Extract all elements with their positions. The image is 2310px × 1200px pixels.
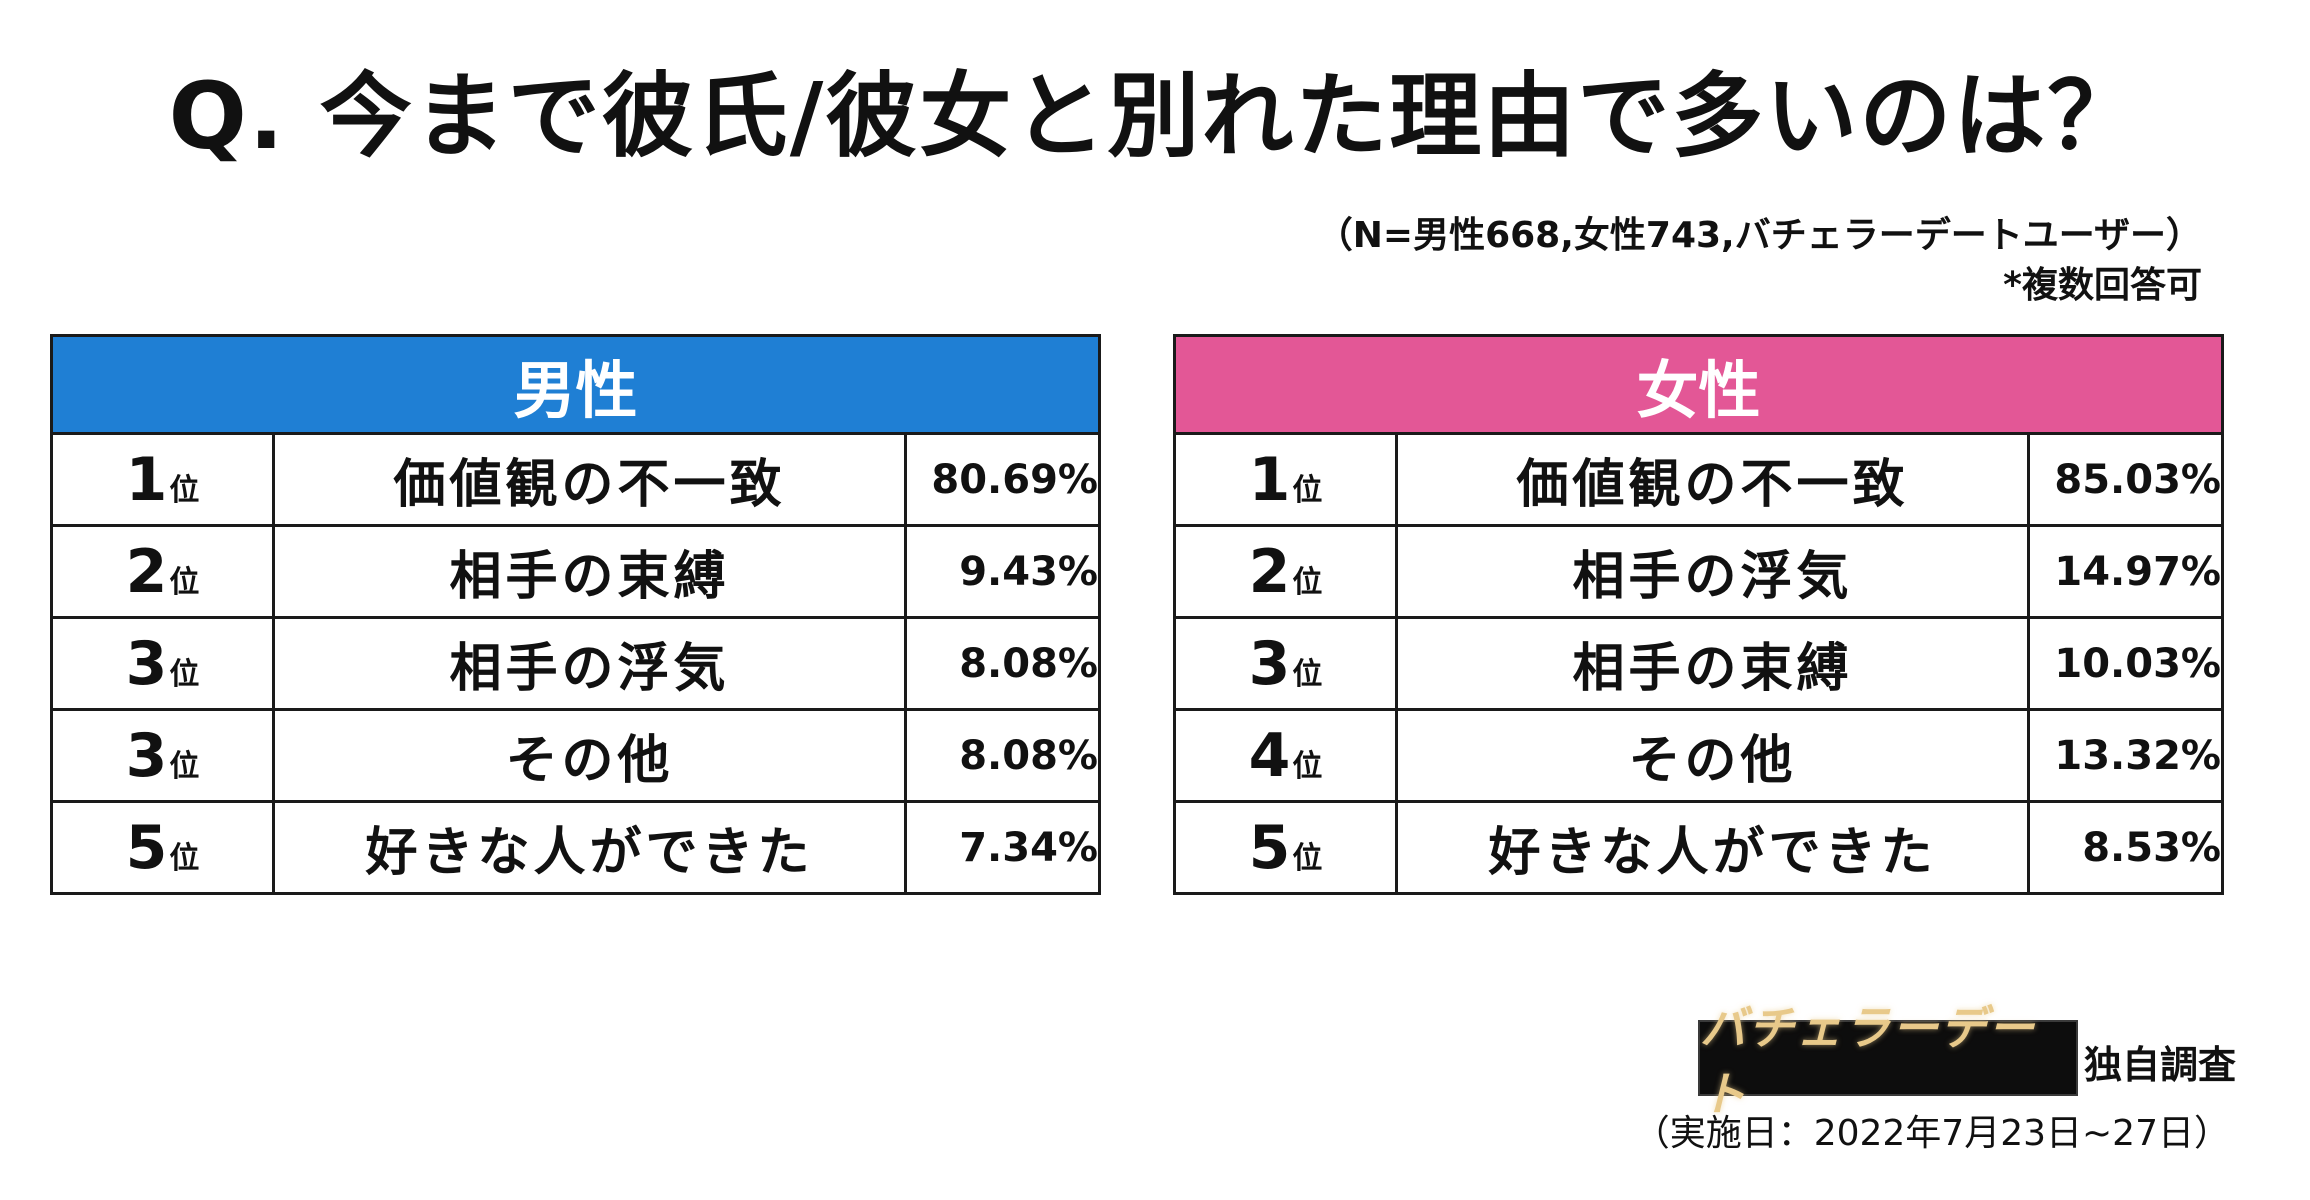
rank-cell: 3位: [1173, 616, 1398, 711]
rank-suffix: 位: [1292, 564, 1323, 600]
rank-suffix: 位: [169, 472, 200, 508]
reason-cell: その他: [1395, 708, 2030, 803]
reason-cell: 相手の浮気: [1395, 524, 2030, 619]
reason-cell: 価値観の不一致: [272, 432, 907, 527]
page-title: Q. 今まで彼氏/彼女と別れた理由で多いのは？: [168, 63, 2142, 170]
rank-suffix: 位: [169, 564, 200, 600]
rank-number: 1: [125, 444, 168, 515]
percent-cell: 14.97%: [2027, 524, 2224, 619]
rank-suffix: 位: [1292, 840, 1323, 876]
reason-cell: 相手の束縛: [1395, 616, 2030, 711]
reason-cell: 好きな人ができた: [272, 800, 907, 895]
table-row: 2位 相手の浮気 14.97%: [1173, 524, 2224, 619]
table-row: 3位 相手の束縛 10.03%: [1173, 616, 2224, 711]
percent-cell: 7.34%: [904, 800, 1101, 895]
rank-suffix: 位: [169, 656, 200, 692]
male-table-body: 1位 価値観の不一致 80.69% 2位 相手の束縛 9.43% 3位 相手の浮気 8.08% 3…: [50, 432, 1101, 895]
rank-suffix: 位: [1292, 472, 1323, 508]
rank-cell: 2位: [50, 524, 275, 619]
percent-cell: 85.03%: [2027, 432, 2224, 527]
multi-answer-note: *複数回答可: [2003, 265, 2202, 306]
brand-logo-text: バチェラーデート: [1700, 1001, 2036, 1121]
rank-number: 3: [1248, 628, 1291, 699]
female-ranking-table: 女性 1位 価値観の不一致 85.03% 2位 相手の浮気 14.97% 3位 相手の束縛 10…: [1173, 334, 2224, 895]
percent-cell: 8.53%: [2027, 800, 2224, 895]
rank-cell: 2位: [1173, 524, 1398, 619]
table-row: 4位 その他 13.32%: [1173, 708, 2224, 803]
rank-cell: 4位: [1173, 708, 1398, 803]
percent-cell: 8.08%: [904, 616, 1101, 711]
reason-cell: 相手の束縛: [272, 524, 907, 619]
rank-number: 1: [1248, 444, 1291, 515]
rank-number: 3: [125, 720, 168, 791]
table-row: 1位 価値観の不一致 80.69%: [50, 432, 1101, 527]
table-row: 3位 その他 8.08%: [50, 708, 1101, 803]
male-table-header: 男性: [50, 334, 1101, 435]
survey-label: 独自調査: [2084, 1043, 2237, 1087]
rank-suffix: 位: [1292, 748, 1323, 784]
female-table-header: 女性: [1173, 334, 2224, 435]
rank-number: 2: [1248, 536, 1291, 607]
rank-number: 3: [125, 628, 168, 699]
table-row: 1位 価値観の不一致 85.03%: [1173, 432, 2224, 527]
table-row: 2位 相手の束縛 9.43%: [50, 524, 1101, 619]
rank-suffix: 位: [1292, 656, 1323, 692]
table-row: 5位 好きな人ができた 8.53%: [1173, 800, 2224, 895]
reason-cell: その他: [272, 708, 907, 803]
percent-cell: 80.69%: [904, 432, 1101, 527]
rank-cell: 3位: [50, 708, 275, 803]
brand-logo: バチェラーデート: [1698, 1001, 2078, 1121]
reason-cell: 相手の浮気: [272, 616, 907, 711]
female-table-body: 1位 価値観の不一致 85.03% 2位 相手の浮気 14.97% 3位 相手の束縛 10.03…: [1173, 432, 2224, 895]
percent-cell: 13.32%: [2027, 708, 2224, 803]
rank-number: 5: [125, 812, 168, 883]
rank-cell: 3位: [50, 616, 275, 711]
rank-number: 4: [1248, 720, 1291, 791]
table-row: 5位 好きな人ができた 7.34%: [50, 800, 1101, 895]
percent-cell: 8.08%: [904, 708, 1101, 803]
rank-number: 5: [1248, 812, 1291, 883]
sample-note: （N=男性668,女性743,バチェラーデートユーザー）: [1316, 215, 2202, 256]
survey-date: （実施日：2022年7月23日~27日）: [1633, 1113, 2230, 1154]
rank-suffix: 位: [169, 748, 200, 784]
percent-cell: 10.03%: [2027, 616, 2224, 711]
male-ranking-table: 男性 1位 価値観の不一致 80.69% 2位 相手の束縛 9.43% 3位 相手の浮気 8.0…: [50, 334, 1101, 895]
rank-cell: 1位: [50, 432, 275, 527]
rank-cell: 5位: [50, 800, 275, 895]
reason-cell: 好きな人ができた: [1395, 800, 2030, 895]
table-row: 3位 相手の浮気 8.08%: [50, 616, 1101, 711]
rank-suffix: 位: [169, 840, 200, 876]
rank-number: 2: [125, 536, 168, 607]
percent-cell: 9.43%: [904, 524, 1101, 619]
reason-cell: 価値観の不一致: [1395, 432, 2030, 527]
rank-cell: 1位: [1173, 432, 1398, 527]
rank-cell: 5位: [1173, 800, 1398, 895]
